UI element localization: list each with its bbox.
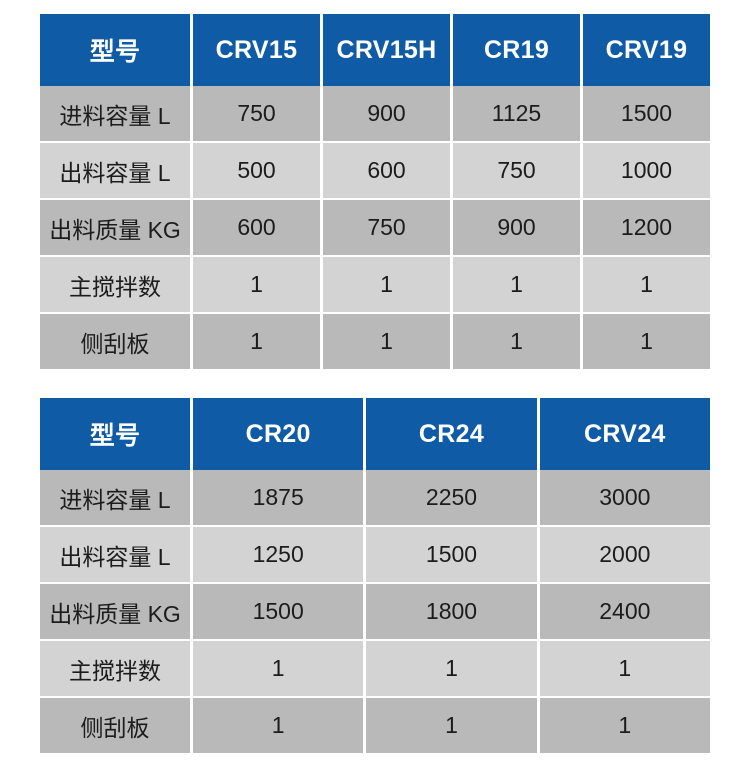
value-cell: 600 (323, 143, 450, 198)
model-header-cell: CRV24 (539, 398, 710, 470)
value-cell: 1125 (453, 86, 580, 141)
row-label-cell: 出料质量 KG (40, 584, 190, 639)
row-label-cell: 主搅拌数 (40, 257, 190, 312)
value-cell: 900 (453, 200, 580, 255)
value-cell: 1 (366, 698, 537, 753)
value-cell: 750 (193, 86, 320, 141)
value-cell: 1 (583, 257, 710, 312)
model-header-cell: CR24 (366, 398, 537, 470)
value-cell: 1 (539, 698, 710, 753)
value-cell: 750 (323, 200, 450, 255)
table1-header-row: 型号 CRV15 CRV15H CR19 CRV19 (40, 14, 710, 86)
table2-header-row: 型号 CR20 CR24 CRV24 (40, 398, 710, 470)
value-cell: 1000 (583, 143, 710, 198)
row-label-cell: 进料容量 L (40, 86, 190, 141)
value-cell: 900 (323, 86, 450, 141)
row-label-cell: 出料质量 KG (40, 200, 190, 255)
value-cell: 1 (323, 314, 450, 369)
table-row: 主搅拌数 1 1 1 (40, 641, 710, 696)
value-cell: 1 (539, 641, 710, 696)
row-label-cell: 侧刮板 (40, 698, 190, 753)
value-cell: 1 (193, 257, 320, 312)
model-header-cell: CR19 (453, 14, 580, 86)
value-cell: 1 (453, 257, 580, 312)
value-cell: 3000 (539, 470, 710, 525)
model-header-cell: CRV15H (323, 14, 450, 86)
model-header-cell: CRV19 (583, 14, 710, 86)
value-cell: 2000 (539, 527, 710, 582)
table-row: 出料质量 KG 1500 1800 2400 (40, 584, 710, 639)
value-cell: 1 (323, 257, 450, 312)
value-cell: 2400 (539, 584, 710, 639)
value-cell: 1200 (583, 200, 710, 255)
table-row: 出料质量 KG 600 750 900 1200 (40, 200, 710, 255)
model-header-cell: CRV15 (193, 14, 320, 86)
table-row: 出料容量 L 1250 1500 2000 (40, 527, 710, 582)
value-cell: 1 (366, 641, 537, 696)
value-cell: 1500 (366, 527, 537, 582)
value-cell: 1250 (193, 527, 364, 582)
value-cell: 1800 (366, 584, 537, 639)
model-header-cell: 型号 (40, 398, 190, 470)
row-label-cell: 进料容量 L (40, 470, 190, 525)
table-row: 出料容量 L 500 600 750 1000 (40, 143, 710, 198)
row-label-cell: 出料容量 L (40, 527, 190, 582)
model-header-cell: 型号 (40, 14, 190, 86)
spec-table-1: 型号 CRV15 CRV15H CR19 CRV19 进料容量 L 750 90… (40, 14, 710, 369)
value-cell: 1500 (583, 86, 710, 141)
value-cell: 1 (193, 641, 364, 696)
value-cell: 2250 (366, 470, 537, 525)
table-row: 侧刮板 1 1 1 1 (40, 314, 710, 369)
value-cell: 750 (453, 143, 580, 198)
model-header-cell: CR20 (193, 398, 364, 470)
spec-table-2: 型号 CR20 CR24 CRV24 进料容量 L 1875 2250 3000… (40, 398, 710, 753)
value-cell: 1500 (193, 584, 364, 639)
table-row: 侧刮板 1 1 1 (40, 698, 710, 753)
row-label-cell: 出料容量 L (40, 143, 190, 198)
value-cell: 1875 (193, 470, 364, 525)
value-cell: 1 (193, 314, 320, 369)
row-label-cell: 侧刮板 (40, 314, 190, 369)
row-label-cell: 主搅拌数 (40, 641, 190, 696)
value-cell: 1 (193, 698, 364, 753)
value-cell: 500 (193, 143, 320, 198)
table-row: 主搅拌数 1 1 1 1 (40, 257, 710, 312)
table-row: 进料容量 L 1875 2250 3000 (40, 470, 710, 525)
value-cell: 1 (453, 314, 580, 369)
value-cell: 1 (583, 314, 710, 369)
table-row: 进料容量 L 750 900 1125 1500 (40, 86, 710, 141)
value-cell: 600 (193, 200, 320, 255)
